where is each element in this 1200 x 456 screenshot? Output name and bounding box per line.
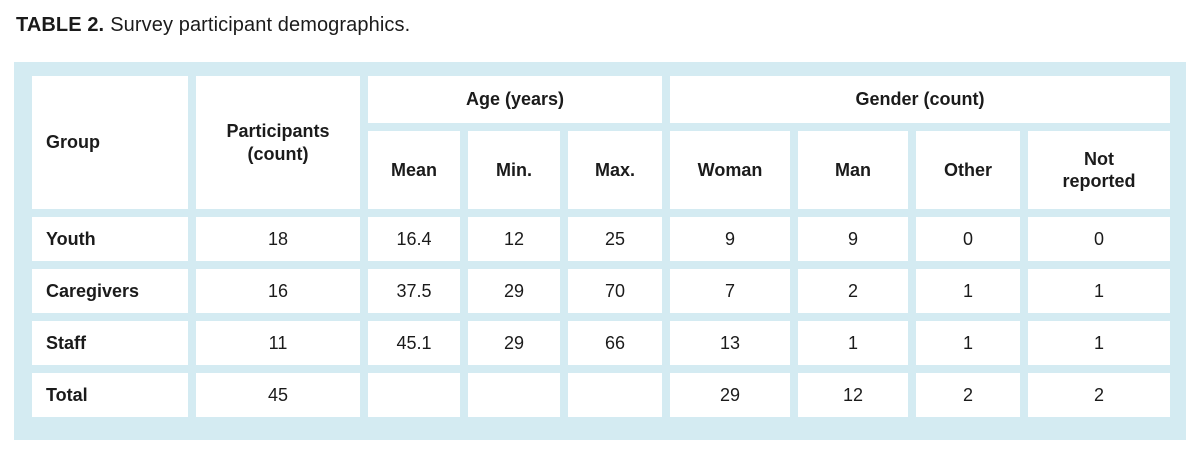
table-cell: 13 [670, 321, 791, 366]
column-header-participants: Participants (count) [196, 76, 360, 210]
table-cell: 0 [1028, 217, 1170, 262]
demographics-table: Group Participants (count) Age (years) G… [24, 68, 1178, 425]
table-cell: 16.4 [368, 217, 460, 262]
table-cell: 25 [568, 217, 663, 262]
column-header-not-reported: Not reported [1028, 130, 1170, 210]
table-row-total: Total 45 29 12 2 2 [32, 373, 1170, 417]
table-cell: 1 [798, 321, 909, 366]
table-cell: 12 [798, 373, 909, 417]
column-header-group: Group [32, 76, 188, 210]
table-cell: 37.5 [368, 269, 460, 314]
table-cell: 2 [1028, 373, 1170, 417]
row-label: Total [32, 373, 188, 417]
header-row-2: Mean Min. Max. Woman Man Other Not repor… [32, 130, 1170, 210]
table-cell: 1 [1028, 321, 1170, 366]
table-cell: 9 [670, 217, 791, 262]
row-label: Caregivers [32, 269, 188, 314]
table-cell: 1 [916, 269, 1021, 314]
table-cell: 0 [916, 217, 1021, 262]
table-cell: 18 [196, 217, 360, 262]
column-header-man: Man [798, 130, 909, 210]
table-cell: 45 [196, 373, 360, 417]
table-cell: 29 [468, 269, 560, 314]
table-cell: 7 [670, 269, 791, 314]
table-cell: 9 [798, 217, 909, 262]
table-cell: 1 [1028, 269, 1170, 314]
table-caption-text: Survey participant demographics. [110, 14, 411, 36]
table-cell: 45.1 [368, 321, 460, 366]
column-group-header-age: Age (years) [368, 76, 663, 123]
table-cell: 29 [670, 373, 791, 417]
table-cell: 29 [468, 321, 560, 366]
table-caption-label: TABLE 2. [16, 14, 105, 36]
table-cell [368, 373, 460, 417]
demographics-table-container: Group Participants (count) Age (years) G… [14, 62, 1186, 440]
table-cell [468, 373, 560, 417]
column-header-other: Other [916, 130, 1021, 210]
column-group-header-gender: Gender (count) [670, 76, 1170, 123]
column-header-woman: Woman [670, 130, 791, 210]
table-row-staff: Staff 11 45.1 29 66 13 1 1 1 [32, 321, 1170, 366]
column-header-min: Min. [468, 130, 560, 210]
column-header-max: Max. [568, 130, 663, 210]
table-cell: 66 [568, 321, 663, 366]
table-caption: TABLE 2. Survey participant demographics. [16, 13, 410, 37]
row-label: Staff [32, 321, 188, 366]
header-row-1: Group Participants (count) Age (years) G… [32, 76, 1170, 210]
table-cell: 1 [916, 321, 1021, 366]
table-cell: 16 [196, 269, 360, 314]
table-cell: 2 [798, 269, 909, 314]
table-cell [568, 373, 663, 417]
table-row-youth: Youth 18 16.4 12 25 9 9 0 0 [32, 217, 1170, 262]
table-cell: 12 [468, 217, 560, 262]
row-label: Youth [32, 217, 188, 262]
table-cell: 11 [196, 321, 360, 366]
column-header-mean: Mean [368, 130, 460, 210]
table-row-caregivers: Caregivers 16 37.5 29 70 7 2 1 1 [32, 269, 1170, 314]
table-cell: 70 [568, 269, 663, 314]
table-cell: 2 [916, 373, 1021, 417]
